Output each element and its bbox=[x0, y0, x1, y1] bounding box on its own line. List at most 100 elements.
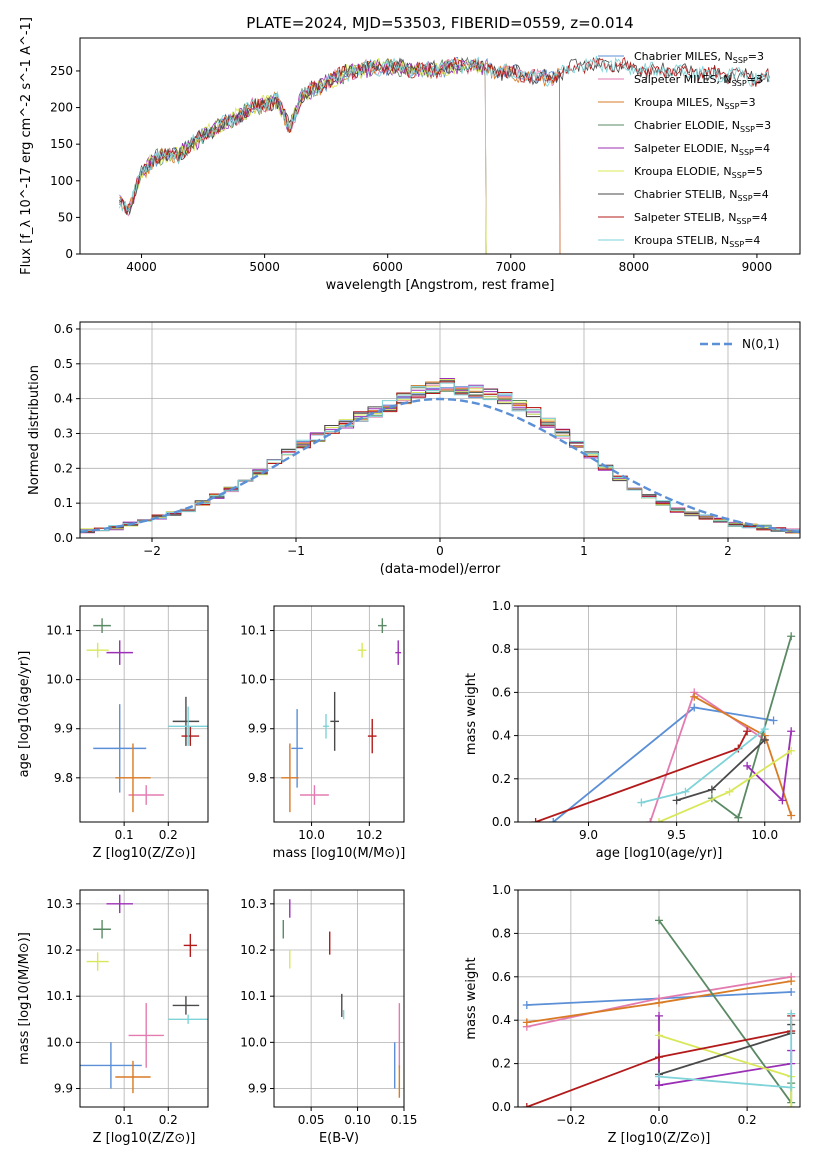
y-tick-label: 0.6 bbox=[492, 970, 511, 984]
histogram-kroupa-stelib bbox=[80, 382, 800, 538]
y-tick-label: 0.8 bbox=[492, 926, 511, 940]
weight-line-kroupa-elodie bbox=[658, 1034, 793, 1107]
weight-marker-kroupa-stelib bbox=[655, 1072, 663, 1081]
x-tick-label: 10.2 bbox=[356, 828, 383, 842]
y-tick-label: 9.9 bbox=[54, 722, 73, 736]
x-tick-label: 0.10 bbox=[344, 1113, 371, 1127]
x-tick-label: −1 bbox=[287, 544, 305, 558]
x-tick-label: −0.2 bbox=[556, 1113, 585, 1127]
axes-frame bbox=[79, 37, 801, 255]
y-tick-label: 0.8 bbox=[492, 642, 511, 656]
weight-marker-chabrier-miles bbox=[769, 716, 778, 725]
legend-label-chabrier-elodie: Chabrier ELODIE, NSSP=3 bbox=[634, 119, 771, 134]
errorbar-chabrier-miles bbox=[93, 704, 147, 793]
weight-marker-kroupa-stelib bbox=[787, 1083, 796, 1092]
axes-frame bbox=[273, 889, 405, 1108]
weight-marker-kroupa-miles bbox=[787, 811, 796, 820]
legend-value: =3 bbox=[748, 50, 764, 63]
legend-value: =4 bbox=[753, 188, 769, 201]
legend-subscript: SSP bbox=[739, 148, 754, 157]
errorbar-kroupa-stelib bbox=[323, 714, 329, 739]
errorbar-kroupa-elodie bbox=[86, 642, 109, 658]
plot-area bbox=[86, 618, 208, 813]
x-tick-label: 0.1 bbox=[115, 1113, 134, 1127]
y-tick-label: 10.0 bbox=[240, 1035, 267, 1049]
legend-label-kroupa-stelib: Kroupa STELIB, NSSP=4 bbox=[634, 234, 760, 249]
y-axis-label: Normed distribution bbox=[27, 365, 42, 495]
y-tick-label: 0.0 bbox=[492, 815, 511, 829]
errorbar-chabrier-elodie bbox=[93, 618, 111, 633]
weight-marker-kroupa-elodie bbox=[655, 1031, 663, 1040]
x-tick-label: 0.2 bbox=[159, 828, 178, 842]
weight-marker-chabrier-elodie bbox=[734, 813, 743, 822]
panel-residuals: −2 −1 0 1 2 0.0 0.1 0.2 0.3 0.4 0.5 0.6 (data-model)… bbox=[27, 321, 801, 577]
errorbar-kroupa-miles bbox=[115, 1060, 151, 1094]
legend-label-kroupa-elodie: Kroupa ELODIE, NSSP=5 bbox=[634, 165, 763, 180]
errorbar-chabrier-miles bbox=[291, 709, 303, 788]
plot-area bbox=[282, 899, 401, 1098]
legend-subscript: SSP bbox=[724, 102, 739, 111]
y-tick-label: 10.1 bbox=[240, 989, 267, 1003]
plot-area bbox=[119, 55, 770, 254]
y-tick-label: 10.3 bbox=[240, 897, 267, 911]
weight-marker-kroupa-miles bbox=[522, 1018, 531, 1027]
errorbar-kroupa-miles bbox=[281, 743, 299, 813]
y-axis-label: age [log10(age/yr)] bbox=[17, 651, 32, 778]
errorbar-salpeter-stelib bbox=[181, 726, 200, 746]
x-tick-label: 0.0 bbox=[649, 1113, 668, 1127]
spectrum-line-chabrier-elodie bbox=[128, 56, 487, 254]
errorbar-salpeter-stelib bbox=[367, 718, 377, 754]
axes-frame bbox=[79, 889, 209, 1108]
legend-label-salpeter-elodie: Salpeter ELODIE, NSSP=4 bbox=[634, 142, 770, 157]
errorbar-kroupa-elodie bbox=[357, 642, 367, 658]
legend-value: =5 bbox=[747, 165, 763, 178]
errorbar-salpeter-stelib bbox=[183, 933, 197, 957]
x-tick-label: 9.5 bbox=[667, 828, 686, 842]
weight-marker-chabrier-miles bbox=[549, 818, 558, 822]
y-tick-label: 1.0 bbox=[492, 883, 511, 897]
weight-marker-chabrier-stelib bbox=[760, 735, 769, 744]
weight-marker-salpeter-elodie bbox=[655, 1081, 663, 1090]
weight-marker-kroupa-stelib bbox=[681, 787, 690, 796]
legend-value: =3 bbox=[755, 119, 771, 132]
x-tick-label: 9000 bbox=[742, 260, 773, 274]
y-tick-label: 0.2 bbox=[492, 1057, 511, 1071]
x-tick-label: 0.15 bbox=[391, 1113, 418, 1127]
x-axis-label: (data-model)/error bbox=[380, 562, 501, 577]
y-tick-label: 0.2 bbox=[492, 772, 511, 786]
legend-value: =4 bbox=[754, 142, 770, 155]
y-tick-label: 0.1 bbox=[54, 496, 73, 510]
weight-marker-chabrier-elodie bbox=[787, 632, 796, 641]
x-tick-label: 5000 bbox=[249, 260, 280, 274]
y-tick-label: 0.5 bbox=[54, 357, 73, 371]
x-tick-label: 4000 bbox=[126, 260, 157, 274]
legend-value: =3 bbox=[739, 96, 755, 109]
y-tick-label: 9.9 bbox=[54, 1082, 73, 1096]
weight-marker-salpeter-stelib bbox=[743, 727, 752, 736]
panel-mass-vs-ebv: 0.05 0.10 0.15 9.9 10.0 10.1 10.2 10.3 E(B-V) bbox=[240, 889, 418, 1146]
errorbar-kroupa-stelib bbox=[168, 1014, 208, 1024]
weight-marker-kroupa-elodie bbox=[725, 787, 734, 796]
x-axis-label: E(B-V) bbox=[319, 1131, 359, 1146]
y-tick-label: 150 bbox=[50, 137, 73, 151]
errorbar-kroupa-miles bbox=[115, 743, 151, 813]
legend-subscript: SSP bbox=[733, 56, 748, 65]
y-tick-label: 0.2 bbox=[54, 461, 73, 475]
x-tick-label: 0.1 bbox=[115, 828, 134, 842]
y-tick-label: 100 bbox=[50, 174, 73, 188]
y-tick-label: 10.2 bbox=[240, 943, 267, 957]
x-tick-label: 0.2 bbox=[738, 1113, 757, 1127]
plot-area bbox=[80, 378, 800, 538]
y-tick-label: 10.1 bbox=[46, 989, 73, 1003]
weight-marker-kroupa-stelib bbox=[637, 798, 646, 807]
weight-marker-salpeter-elodie bbox=[778, 796, 787, 805]
weight-marker-salpeter-stelib bbox=[655, 1053, 663, 1062]
errorbar-salpeter-elodie bbox=[395, 640, 402, 665]
weight-marker-kroupa-miles bbox=[690, 692, 699, 701]
y-tick-label: 50 bbox=[58, 210, 73, 224]
errorbar-salpeter-elodie bbox=[106, 894, 133, 914]
weight-line-chabrier-miles bbox=[552, 706, 774, 822]
legend-label-normal: N(0,1) bbox=[742, 337, 779, 351]
weight-marker-kroupa-elodie bbox=[655, 818, 663, 822]
y-tick-label: 200 bbox=[50, 101, 73, 115]
